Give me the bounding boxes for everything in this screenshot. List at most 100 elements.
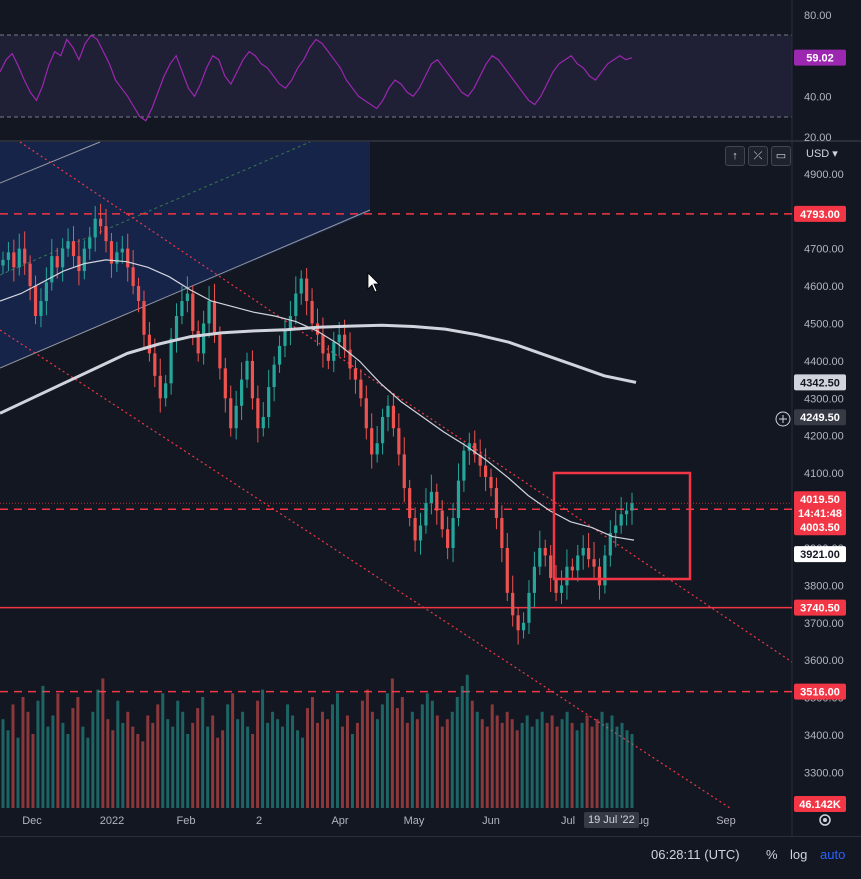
volume-bar <box>485 726 489 808</box>
candle-body <box>435 491 439 511</box>
rsi-value-label-bg <box>794 49 846 66</box>
price-label-3-bg <box>794 491 846 508</box>
volume-bar <box>126 711 130 808</box>
candle-body <box>88 237 92 249</box>
volume-bar <box>455 697 459 808</box>
volume-bar <box>116 700 120 808</box>
candle-body <box>532 566 536 593</box>
volume-bar <box>276 719 280 808</box>
time-tick-7: Jul <box>561 815 575 827</box>
volume-bar <box>146 715 150 808</box>
candle-body <box>277 345 282 365</box>
volume-bar <box>86 737 90 808</box>
clock-time[interactable]: 06:28:11 (UTC) <box>651 847 740 862</box>
currency-label: USD <box>806 148 830 160</box>
candle-body <box>44 282 48 302</box>
candle-body <box>603 555 607 586</box>
candle-body <box>283 330 287 346</box>
candle-body <box>50 256 54 283</box>
volume-bar <box>196 708 200 808</box>
candle-body <box>543 547 547 556</box>
volume-bar <box>16 737 20 808</box>
ma-long-line <box>0 323 637 415</box>
candle-body <box>505 547 509 593</box>
price-tick-11: 3800.00 <box>804 580 844 592</box>
candle-body <box>576 555 580 571</box>
restore-icon[interactable]: ▭ <box>771 146 791 166</box>
candle-body <box>521 622 526 631</box>
candle-body <box>202 323 206 354</box>
volume-bar <box>385 693 389 808</box>
channel-drawing[interactable] <box>0 141 371 369</box>
currency-selector[interactable]: USD ▾ <box>806 147 838 160</box>
candle-body <box>624 510 629 515</box>
candle-body <box>386 405 390 418</box>
volume-bar <box>66 734 70 808</box>
volume-bar <box>171 726 175 808</box>
auto-toggle[interactable]: auto <box>820 847 846 862</box>
rsi-tick-1: 40.00 <box>804 91 832 103</box>
volume-bar <box>291 715 295 808</box>
candle-body <box>516 615 520 631</box>
candle-body <box>115 252 119 264</box>
candle-body <box>326 353 330 361</box>
candle-body <box>559 585 564 593</box>
downtrend-lower[interactable] <box>0 329 731 809</box>
price-label-5-bg <box>794 546 846 563</box>
volume-bar <box>206 726 210 808</box>
volume-bar <box>440 726 444 808</box>
downtrend-upper[interactable] <box>19 141 793 663</box>
volume-bar <box>375 719 379 808</box>
candle-body <box>619 514 623 526</box>
candle-body <box>321 334 325 354</box>
price-label-5: 3921.00 <box>800 549 840 561</box>
volume-bar <box>201 697 205 808</box>
volume-bar <box>191 722 195 808</box>
candle-body <box>581 547 585 556</box>
candle-body <box>565 566 569 586</box>
candle-body <box>223 368 227 399</box>
chevron-down-icon: ▾ <box>832 148 838 160</box>
price-tick-2: 4700.00 <box>804 244 844 256</box>
volume-label: 46.142K <box>799 799 841 811</box>
volume-bar <box>550 715 554 808</box>
volume-bar <box>495 715 499 808</box>
volume-bar <box>330 704 334 808</box>
add-alert-icon[interactable] <box>775 411 791 427</box>
candle-body <box>370 428 374 455</box>
horizontal-levels[interactable] <box>0 213 792 693</box>
collapse-icon[interactable]: ⤫ <box>748 146 768 166</box>
candle-body <box>462 450 466 481</box>
candle-body <box>218 334 222 369</box>
candle-body <box>299 278 303 294</box>
volume-bar <box>445 719 449 808</box>
candle-body <box>353 368 358 380</box>
candle-body <box>272 364 276 388</box>
arrow-up-icon[interactable]: ↑ <box>725 146 745 166</box>
time-axis[interactable]: Dec 2022 Feb 2 Apr May Jun Jul ug Sep <box>22 815 736 827</box>
volume-bar <box>405 722 409 808</box>
log-toggle[interactable]: log <box>790 847 808 862</box>
volume-bar <box>156 704 160 808</box>
volume-bar <box>390 678 394 808</box>
volume-bar <box>355 722 359 808</box>
candle-body <box>554 577 558 593</box>
price-label-2: 4249.50 <box>800 412 840 424</box>
candle-body <box>478 454 482 466</box>
candle-body <box>61 248 65 268</box>
percent-toggle[interactable]: % <box>766 847 778 862</box>
candle-body <box>348 349 352 369</box>
volume-bar <box>286 704 290 808</box>
volume-bar <box>1 719 5 808</box>
price-label-0: 4793.00 <box>800 209 840 221</box>
volume-bar <box>360 700 364 808</box>
volume-bar <box>76 697 80 808</box>
volume-bar <box>480 719 484 808</box>
volume-bar <box>61 722 65 808</box>
highlight-box[interactable] <box>552 471 692 581</box>
candle-body <box>126 248 130 268</box>
gear-icon[interactable] <box>819 814 831 826</box>
candle-body <box>570 566 574 571</box>
